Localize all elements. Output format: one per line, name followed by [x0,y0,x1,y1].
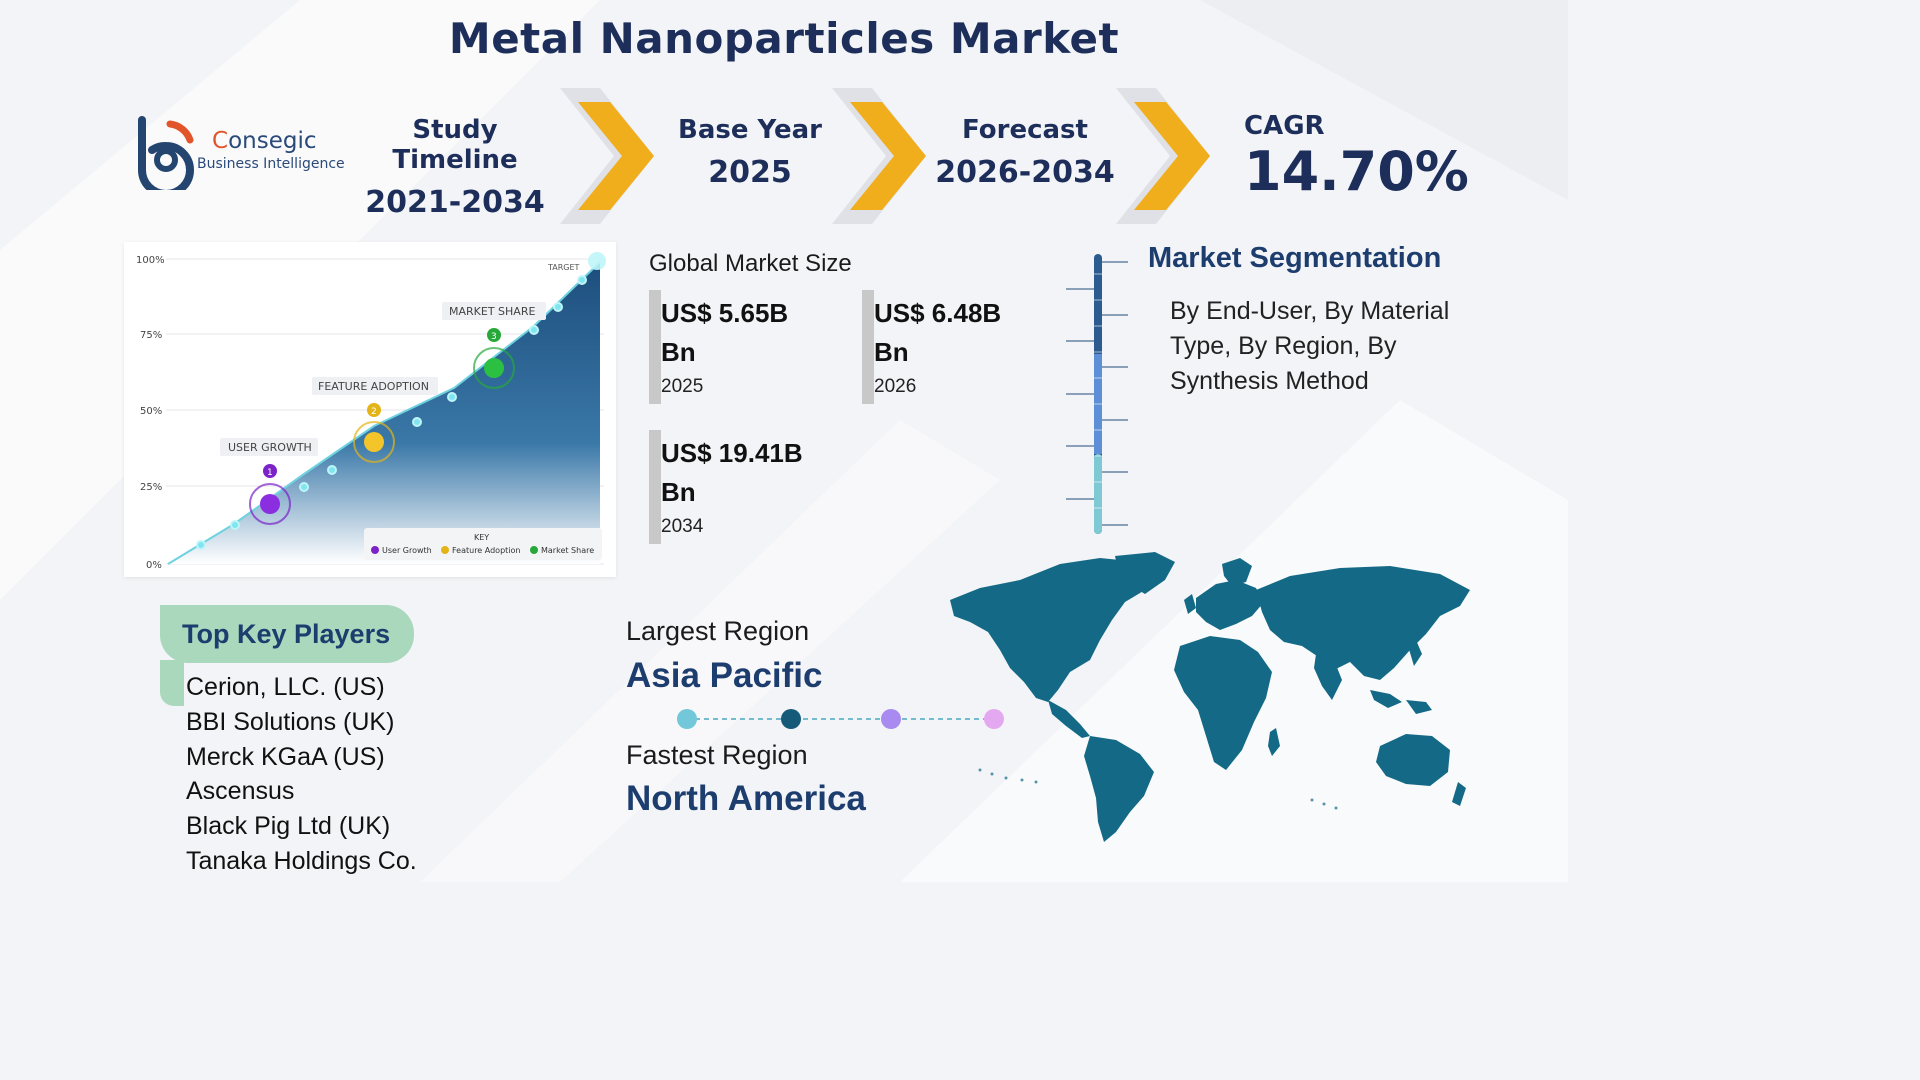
logo-mark-icon [138,116,194,190]
players-list: Cerion, LLC. (US) BBI Solutions (UK) Mer… [186,670,417,879]
y-tick: 100% [136,255,165,266]
market-size-year: 2025 [661,376,704,397]
chevron-right-icon [560,88,654,224]
y-tick: 50% [140,406,162,417]
forecast-value: 2026-2034 [935,155,1115,190]
logo-name: Consegic [212,128,317,154]
study-timeline-value: 2021-2034 [365,185,545,220]
segmentation-line-decoration [1066,254,1128,534]
market-size-card: US$ 5.65B Bn 2025 [649,290,825,404]
fastest-region-label: Fastest Region [626,740,808,770]
market-size-card: US$ 6.48B Bn 2026 [862,290,1038,404]
base-year-value: 2025 [708,155,792,190]
y-tick: 25% [140,482,162,493]
cagr-value: 14.70% [1244,140,1469,203]
card-accent [649,290,661,404]
milestone-number: 1 [267,468,273,478]
study-timeline: Study Timeline 2021-2034 [350,115,560,220]
largest-region-label: Largest Region [626,616,810,646]
y-tick: 75% [140,330,162,341]
largest-region-value: Asia Pacific [626,656,823,695]
card-accent [649,430,661,544]
market-size-value: US$ 5.65B Bn [661,298,789,367]
milestone-number: 3 [491,332,497,342]
market-size-card: US$ 19.41B Bn 2034 [649,430,825,544]
growth-illustration: 100% 75% 50% 25% 0% TARGET 1 USER GROWTH… [124,242,616,577]
players-title-tab: Top Key Players [160,605,414,663]
region-connector-decoration [677,709,1004,729]
chevron-right-icon [832,88,926,224]
milestone-label: FEATURE ADOPTION [318,380,429,393]
market-size-value: US$ 19.41B Bn [661,438,803,507]
growth-illustration-graphic: 100% 75% 50% 25% 0% TARGET 1 USER GROWTH… [136,252,606,571]
logo-subtitle: Business Intelligence [197,156,345,172]
segmentation-title: Market Segmentation [1148,242,1442,274]
y-tick: 0% [146,560,162,571]
world-map-icon [950,552,1470,842]
market-size-year: 2026 [874,376,917,397]
card-accent [862,290,874,404]
cagr-label: CAGR [1244,111,1325,141]
list-item: Merck KGaA (US) [186,742,385,771]
forecast: Forecast 2026-2034 [930,115,1120,190]
market-size-year: 2034 [661,516,704,537]
milestone-label: USER GROWTH [228,441,312,454]
list-item: Cerion, LLC. (US) [186,673,385,701]
target-label: TARGET [547,263,580,272]
list-item: Tanaka Holdings Co. [186,846,417,875]
list-item: Black Pig Ltd (UK) [186,812,391,841]
key-item: User Growth [382,546,432,555]
base-year: Base Year 2025 [660,115,840,190]
tab-notch-decoration [160,660,184,706]
study-timeline-label: Study Timeline [392,115,518,175]
market-size-value: US$ 6.48B Bn [874,298,1002,367]
chevron-right-icon [1116,88,1210,224]
segmentation-text: By End-User, By Material Type, By Region… [1170,297,1450,395]
players-title: Top Key Players [182,619,391,649]
key-title: KEY [474,533,489,542]
company-logo: Consegic Business Intelligence [132,112,345,192]
milestone-label: MARKET SHARE [449,305,535,318]
forecast-label: Forecast [962,115,1088,145]
key-item: Market Share [541,546,594,555]
list-item: Ascensus [186,777,295,806]
milestone-number: 2 [371,407,377,417]
base-year-label: Base Year [678,115,822,145]
page-title: Metal Nanoparticles Market [448,14,1120,63]
list-item: BBI Solutions (UK) [186,707,395,736]
fastest-region-value: North America [626,779,866,818]
market-size-title: Global Market Size [649,250,852,277]
key-item: Feature Adoption [452,546,520,555]
